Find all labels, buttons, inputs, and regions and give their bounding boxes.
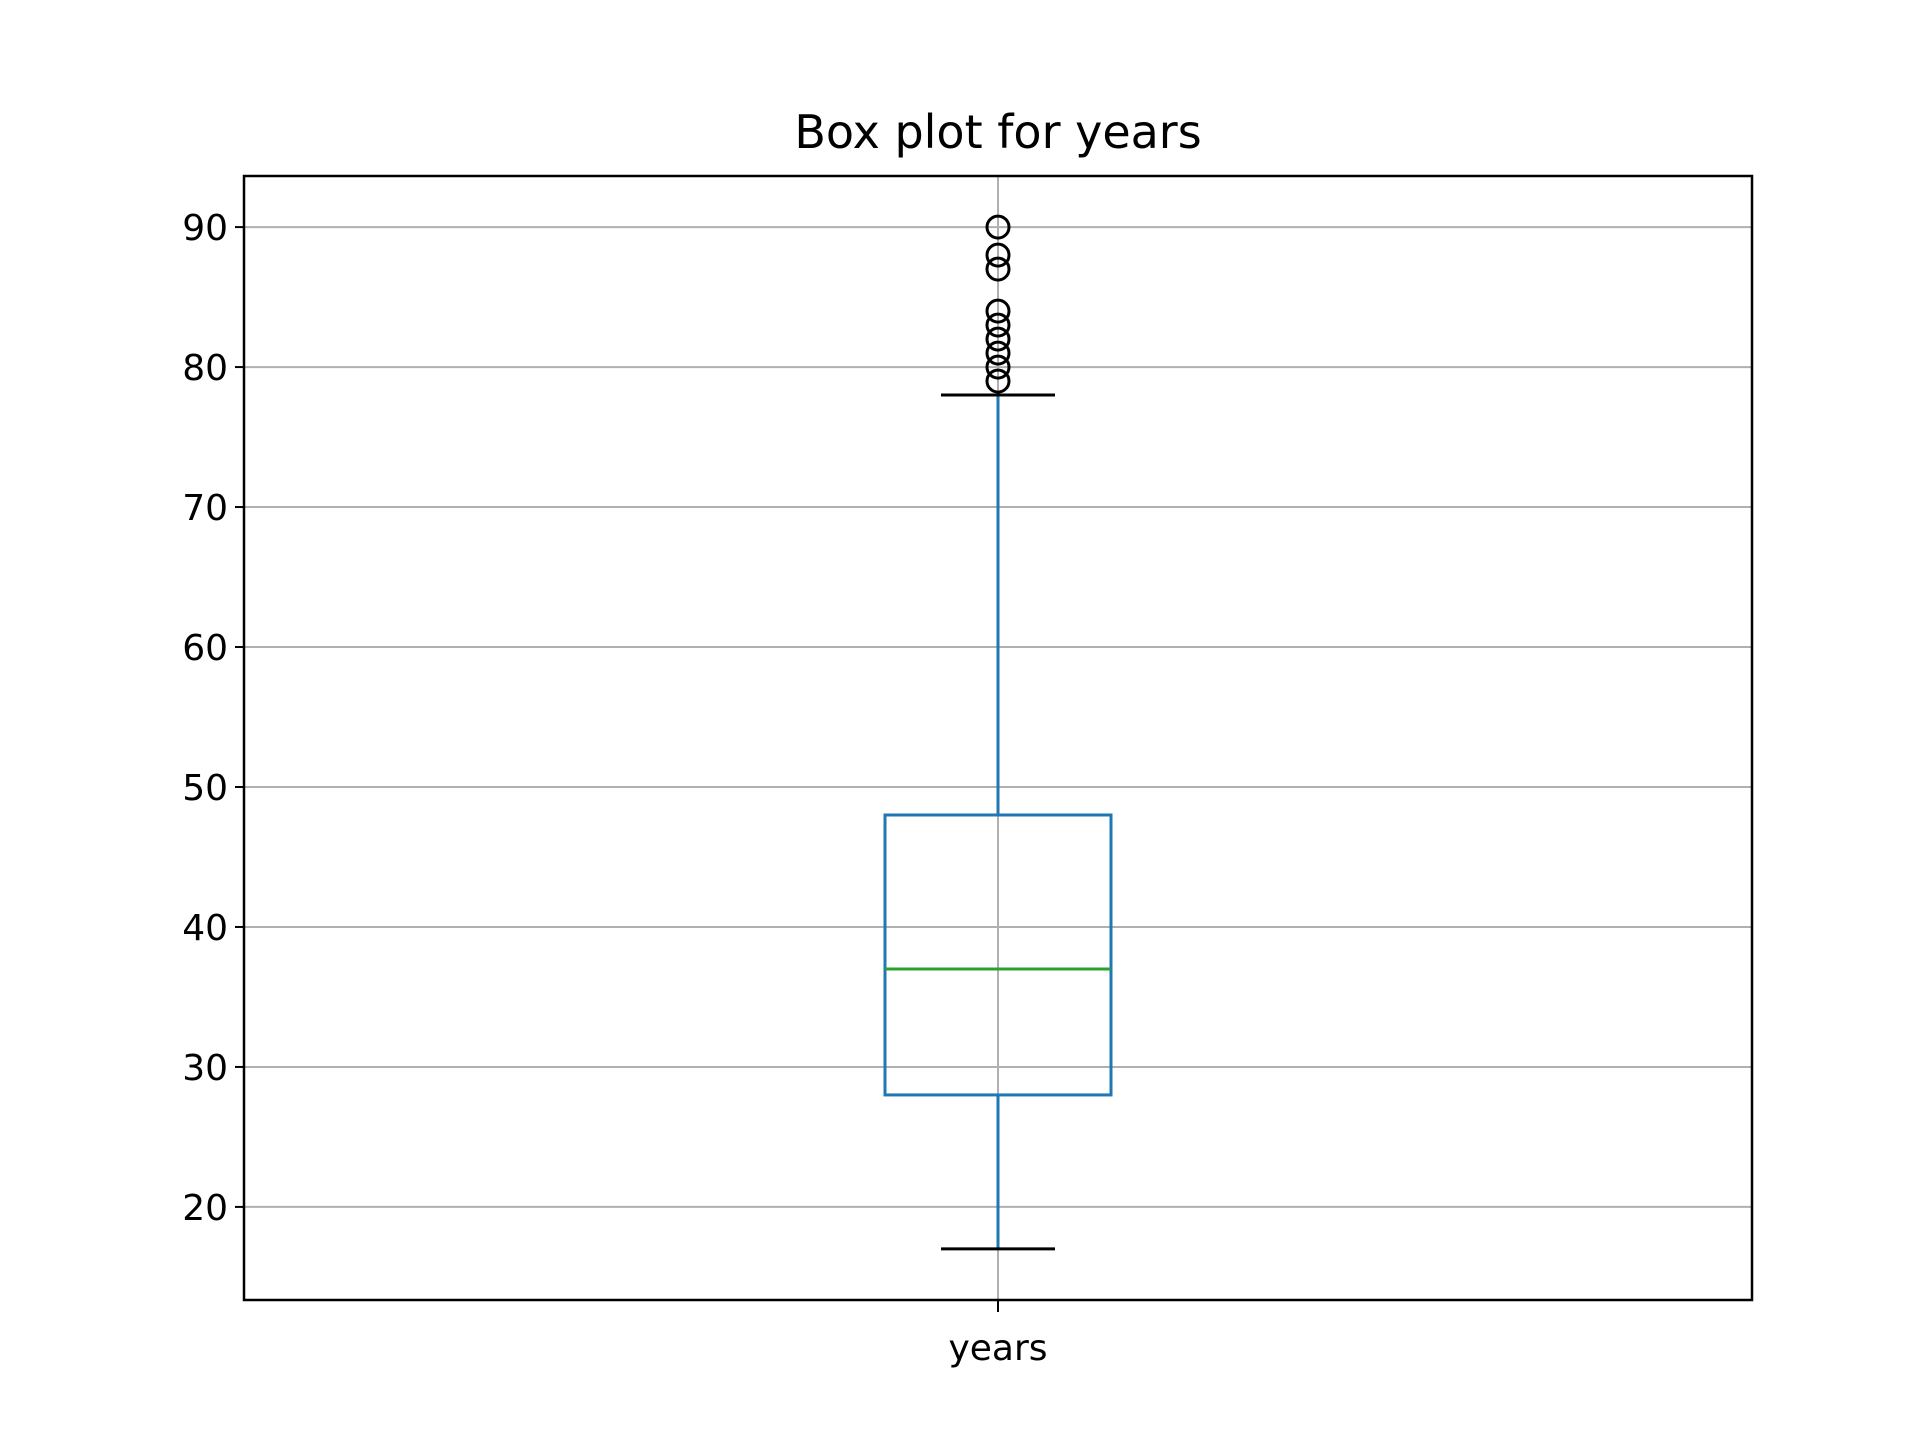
y-tick-label: 70 xyxy=(182,488,228,529)
y-tick-label: 20 xyxy=(182,1188,228,1229)
outlier-point xyxy=(985,242,1011,268)
outlier-point xyxy=(985,368,1011,394)
axes: 20 30 40 50 60 70 80 90 years xyxy=(182,208,1047,1369)
y-tick-label: 80 xyxy=(182,348,228,389)
y-tick-label: 50 xyxy=(182,768,228,809)
y-tick-label: 90 xyxy=(182,208,228,249)
outlier-point xyxy=(985,326,1011,352)
chart-title: Box plot for years xyxy=(794,105,1201,159)
y-tick-label: 40 xyxy=(182,908,228,949)
box-series xyxy=(883,214,1113,1251)
y-tick-label: 60 xyxy=(182,628,228,669)
outlier-point xyxy=(985,298,1011,324)
outlier-point xyxy=(985,340,1011,366)
outlier-point xyxy=(985,214,1011,240)
outlier-point xyxy=(985,312,1011,338)
outlier-point xyxy=(985,256,1011,282)
iqr-box xyxy=(883,813,1113,1097)
y-tick-label: 30 xyxy=(182,1048,228,1089)
x-tick-label: years xyxy=(948,1328,1047,1369)
plot-frame xyxy=(242,174,1754,1302)
outlier-point xyxy=(985,354,1011,380)
